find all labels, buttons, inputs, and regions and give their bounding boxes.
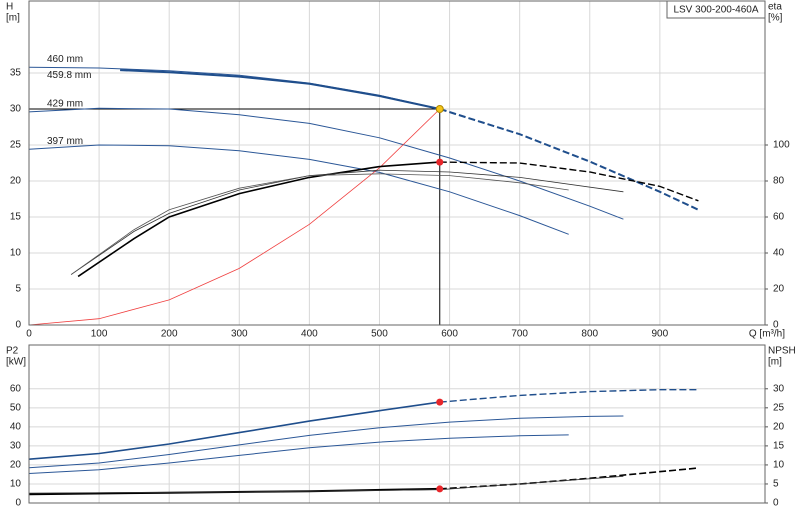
y2-tick-label: 30 xyxy=(773,383,785,394)
curve xyxy=(28,434,569,474)
y2-tick-label: 80 xyxy=(773,176,785,187)
y2-axis-label: [%] xyxy=(768,13,783,24)
y-axis-label: H xyxy=(6,2,13,13)
curve xyxy=(28,144,569,235)
plot-frame xyxy=(28,344,766,504)
x-tick-label: 200 xyxy=(161,329,178,340)
x-tick-label: 400 xyxy=(301,329,318,340)
y-tick-label: 5 xyxy=(15,284,21,295)
y2-tick-label: 10 xyxy=(773,460,785,471)
y-tick-label: 20 xyxy=(10,460,22,471)
y-tick-label: 15 xyxy=(10,212,22,223)
y2-tick-label: 40 xyxy=(773,248,785,259)
duty-point xyxy=(436,398,444,406)
y-axis-label: [kW] xyxy=(6,357,26,368)
y-tick-label: 60 xyxy=(10,383,22,394)
x-tick-label: 300 xyxy=(231,329,248,340)
curve xyxy=(439,389,699,403)
y2-tick-label: 0 xyxy=(773,498,779,509)
y-tick-label: 35 xyxy=(10,68,22,79)
curve-label: 459.8 mm xyxy=(47,70,91,81)
y-tick-label: 40 xyxy=(10,421,22,432)
curve xyxy=(28,415,624,469)
x-axis-label: Q [m³/h] xyxy=(749,329,785,340)
y-axis-label: P2 xyxy=(6,346,19,357)
y-tick-label: 20 xyxy=(10,176,22,187)
x-tick-label: 600 xyxy=(441,329,458,340)
curve-label: 460 mm xyxy=(47,54,83,65)
y2-tick-label: 100 xyxy=(773,140,790,151)
chart-title: LSV 300-200-460A xyxy=(673,5,758,16)
y2-axis-label: eta xyxy=(768,2,782,13)
x-tick-label: 700 xyxy=(511,329,528,340)
y-tick-label: 0 xyxy=(15,320,21,331)
y2-tick-label: 20 xyxy=(773,284,785,295)
y-tick-label: 10 xyxy=(10,248,22,259)
curve xyxy=(70,173,569,275)
y2-tick-label: 25 xyxy=(773,402,785,413)
x-tick-label: 800 xyxy=(581,329,598,340)
curve xyxy=(28,401,440,460)
plot-frame xyxy=(28,0,766,326)
curve xyxy=(28,107,624,220)
y2-tick-label: 0 xyxy=(773,320,779,331)
curve xyxy=(439,108,699,211)
y2-tick-label: 15 xyxy=(773,441,785,452)
y-tick-label: 0 xyxy=(15,498,21,509)
curve xyxy=(28,475,624,494)
y-tick-label: 30 xyxy=(10,104,22,115)
curve-label: 429 mm xyxy=(47,99,83,110)
curve xyxy=(120,69,441,110)
y-tick-label: 50 xyxy=(10,402,22,413)
y-axis-label: [m] xyxy=(6,13,20,24)
duty-point xyxy=(436,485,444,493)
x-tick-label: 0 xyxy=(26,329,32,340)
y-tick-label: 10 xyxy=(10,479,22,490)
y2-axis-label: [m] xyxy=(768,357,782,368)
curve xyxy=(77,161,440,278)
y2-axis-label: NPSH xyxy=(768,346,796,357)
x-tick-label: 100 xyxy=(91,329,108,340)
y-tick-label: 30 xyxy=(10,441,22,452)
curve-label: 397 mm xyxy=(47,136,83,147)
y2-tick-label: 60 xyxy=(773,212,785,223)
y2-tick-label: 20 xyxy=(773,421,785,432)
duty-point xyxy=(436,158,444,166)
curve xyxy=(28,108,441,326)
x-tick-label: 500 xyxy=(371,329,388,340)
title-box xyxy=(666,0,766,19)
duty-point xyxy=(435,105,444,113)
x-tick-label: 900 xyxy=(652,329,669,340)
curve xyxy=(439,161,699,202)
y2-tick-label: 5 xyxy=(773,479,779,490)
y-tick-label: 25 xyxy=(10,140,22,151)
